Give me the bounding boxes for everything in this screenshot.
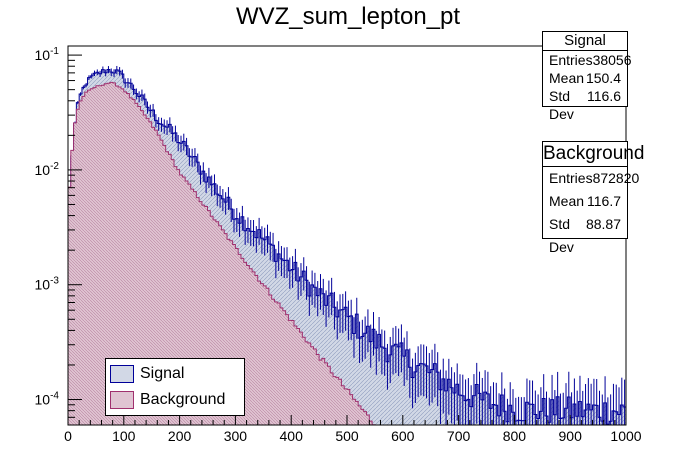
- signal-stddev-value: 116.6: [587, 88, 621, 104]
- background-mean-row: Mean 116.7: [543, 190, 627, 213]
- signal-entries-value: 38056: [592, 52, 632, 68]
- y-tick-label: 10-1: [35, 46, 60, 63]
- signal-stats-box: Signal Entries 38056 Mean 150.4 Std Dev …: [542, 31, 632, 122]
- legend-entry-signal: Signal: [110, 363, 184, 385]
- legend-label-background: Background: [140, 391, 226, 408]
- x-axis-ticks: 0 100 200 300 400 500 600 700 800 900 1000: [64, 415, 642, 444]
- x-tick-label: 300: [224, 428, 248, 444]
- signal-mean-value: 150.4: [585, 70, 621, 86]
- mean-label: Mean: [549, 193, 585, 209]
- background-entries-value: 872820: [592, 170, 640, 186]
- signal-mean-row: Mean 150.4: [543, 69, 627, 87]
- legend-entry-background: Background: [110, 389, 225, 411]
- y-axis-ticks: 10-1 10-2 10-3 10-4: [35, 46, 82, 426]
- signal-stddev-row: Std Dev 116.6: [543, 87, 627, 122]
- stddev-label: Std Dev: [549, 216, 574, 255]
- legend: Signal Background: [105, 358, 245, 416]
- y-tick-label: 10-4: [35, 391, 60, 408]
- background-stats-title: Background: [543, 142, 644, 167]
- x-tick-label: 1000: [610, 428, 641, 444]
- x-tick-label: 900: [559, 428, 583, 444]
- legend-label-signal: Signal: [140, 365, 185, 382]
- y-tick-label: 10-2: [35, 161, 60, 178]
- signal-stats-title: Signal: [543, 32, 627, 51]
- x-tick-label: 100: [112, 428, 136, 444]
- entries-label: Entries: [549, 170, 593, 186]
- background-stats-box: Background Entries 872820 Mean 116.7 Std…: [542, 141, 644, 255]
- background-swatch: [110, 391, 134, 409]
- signal-entries-row: Entries 38056: [543, 51, 632, 69]
- x-tick-label: 700: [447, 428, 471, 444]
- background-stddev-value: 88.87: [585, 216, 621, 232]
- x-tick-label: 200: [168, 428, 192, 444]
- background-mean-value: 116.7: [587, 193, 621, 209]
- entries-label: Entries: [549, 52, 593, 68]
- background-stddev-row: Std Dev 88.87: [543, 213, 627, 255]
- y-tick-label: 10-3: [35, 276, 60, 293]
- chart-title: WVZ_sum_lepton_pt: [236, 3, 460, 30]
- x-tick-label: 0: [64, 428, 72, 444]
- x-tick-label: 600: [391, 428, 415, 444]
- x-tick-label: 500: [335, 428, 359, 444]
- stddev-label: Std Dev: [549, 88, 574, 122]
- background-entries-row: Entries 872820: [543, 167, 639, 190]
- signal-swatch: [110, 365, 134, 383]
- x-tick-label: 400: [280, 428, 304, 444]
- mean-label: Mean: [549, 70, 585, 86]
- x-tick-label: 800: [503, 428, 527, 444]
